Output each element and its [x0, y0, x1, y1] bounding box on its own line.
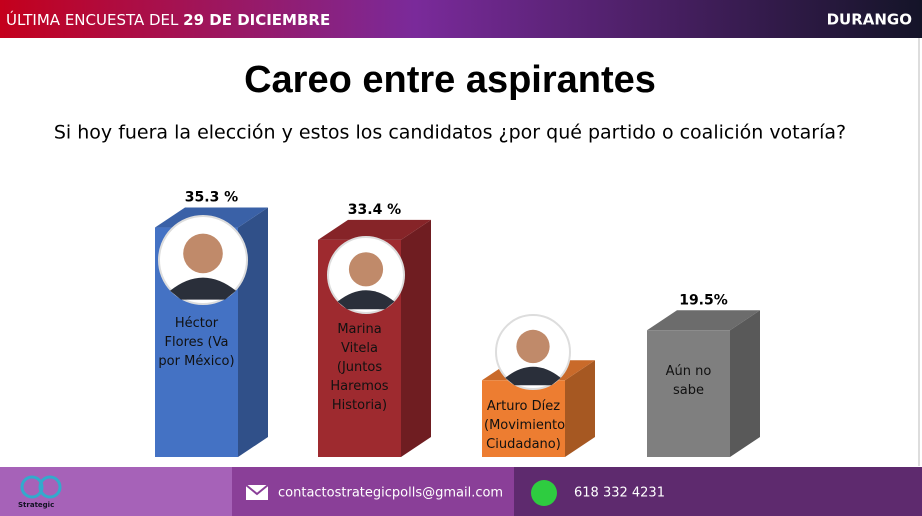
bar-top: [318, 219, 431, 240]
category-label: Aún no sabe: [665, 364, 712, 398]
chart-title: Careo entre aspirantes: [244, 59, 656, 101]
value-label: 33.4 %: [348, 202, 401, 218]
logo-ring: [38, 475, 62, 499]
bar: [647, 330, 730, 457]
bar: [482, 380, 565, 457]
header-bar: [0, 0, 922, 38]
footer-phone: 618 332 4231: [574, 486, 665, 501]
photo-face: [516, 329, 550, 364]
chart-subtitle: Si hoy fuera la elección y estos los can…: [54, 122, 846, 144]
photo-body: [170, 277, 236, 300]
bar-top: [647, 310, 760, 331]
category-label: Héctor Flores (Va por México): [158, 316, 235, 369]
header-lead: ÚLTIMA ENCUESTA DEL 29 DE DICIEMBRE: [6, 10, 330, 29]
footer-right: [514, 467, 922, 516]
header-region: DURANGO: [827, 11, 912, 29]
photo-face: [183, 233, 223, 274]
category-label: Arturo Díez (Movimiento Ciudadano): [484, 399, 566, 452]
footer-email: contactostrategicpolls@gmail.com: [278, 486, 503, 501]
bar-side: [730, 310, 760, 457]
phone-icon: [531, 480, 557, 506]
logo-text: Strategic: [18, 501, 54, 509]
mail-icon-flap: [245, 484, 269, 496]
bar-side: [565, 360, 595, 457]
photo-body: [505, 366, 561, 386]
photo-body: [337, 290, 395, 310]
value-label: 19.5%: [679, 292, 728, 308]
value-label: 35.3 %: [185, 190, 238, 206]
footer-mid: [232, 467, 514, 516]
footer-left: [0, 467, 232, 516]
logo-ring: [20, 475, 44, 499]
bar-side: [401, 219, 431, 457]
category-label: Marina Vitela (Juntos Haremos Historia): [330, 322, 389, 413]
photo-face: [348, 252, 384, 287]
